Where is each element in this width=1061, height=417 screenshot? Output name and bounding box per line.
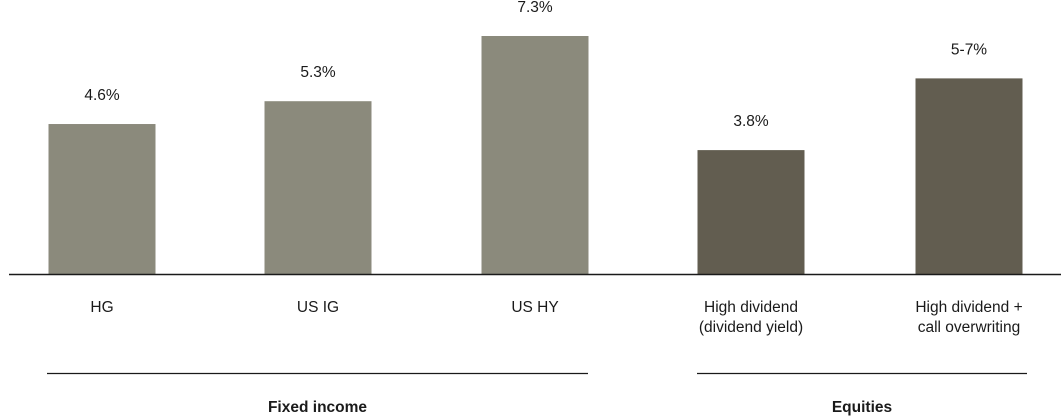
group-label: Equities bbox=[832, 399, 892, 416]
category-label: (dividend yield) bbox=[699, 319, 803, 336]
category-label: US IG bbox=[297, 299, 339, 316]
bar bbox=[48, 124, 156, 274]
bar bbox=[697, 150, 805, 274]
group-label: Fixed income bbox=[268, 399, 367, 416]
bar bbox=[264, 101, 372, 275]
category-label: US HY bbox=[511, 299, 558, 316]
data-label: 7.3% bbox=[517, 0, 553, 16]
data-label: 5.3% bbox=[300, 64, 336, 81]
category-label: High dividend bbox=[704, 299, 798, 316]
category-label: call overwriting bbox=[918, 319, 1021, 336]
data-label: 4.6% bbox=[84, 87, 120, 104]
category-label: HG bbox=[90, 299, 113, 316]
data-label: 3.8% bbox=[733, 113, 769, 130]
bar bbox=[481, 36, 589, 274]
bar bbox=[915, 78, 1023, 274]
data-label: 5-7% bbox=[951, 41, 987, 58]
category-label: High dividend + bbox=[915, 299, 1022, 316]
